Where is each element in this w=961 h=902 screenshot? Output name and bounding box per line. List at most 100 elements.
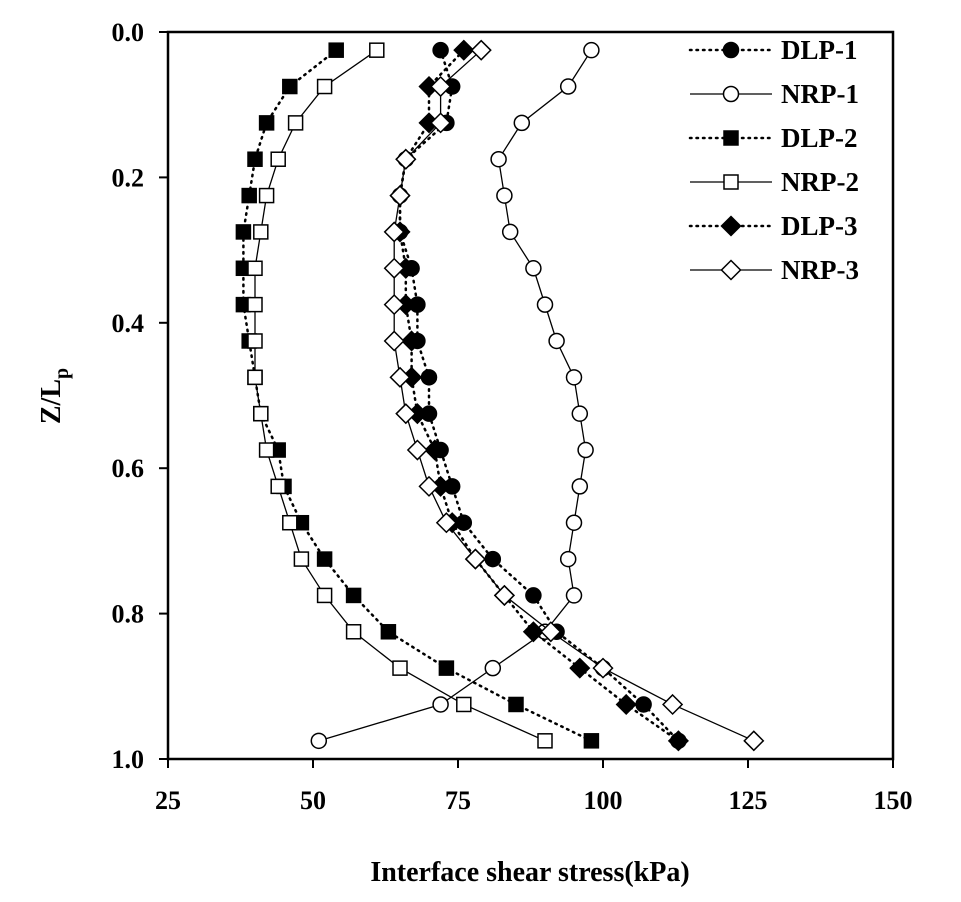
legend-item-dlp-3: DLP-3: [688, 211, 858, 241]
data-point-nrp-2: [253, 405, 269, 422]
data-point-nrp-1: [583, 41, 600, 59]
y-tick-label: 0.6: [112, 454, 145, 483]
data-point-nrp-2: [316, 587, 333, 604]
data-point-nrp-1: [432, 696, 449, 713]
data-point-nrp-3: [383, 257, 405, 279]
data-point-dlp-2: [235, 224, 252, 240]
legend-marker-nrp-1: [722, 85, 740, 103]
data-point-nrp-2: [316, 78, 333, 95]
series-dlp-1: [391, 41, 687, 750]
legend-marker-dlp-1: [722, 41, 740, 59]
data-point-dlp-2: [328, 42, 344, 58]
data-point-dlp-3: [615, 693, 637, 716]
x-tick-label: 50: [300, 786, 326, 815]
legend-label-dlp-1: DLP-1: [781, 35, 858, 65]
data-point-nrp-2: [345, 624, 362, 640]
data-point-dlp-3: [569, 657, 591, 679]
data-point-nrp-3: [662, 693, 684, 716]
data-point-nrp-1: [571, 405, 589, 422]
x-tick-label: 75: [445, 786, 471, 815]
data-point-dlp-2: [282, 78, 298, 95]
data-point-dlp-1: [525, 587, 542, 604]
data-point-nrp-3: [389, 185, 411, 207]
data-point-nrp-1: [559, 550, 577, 568]
data-point-nrp-3: [493, 584, 515, 606]
x-tick-label: 150: [874, 786, 913, 815]
data-point-nrp-3: [406, 439, 428, 461]
x-tick-label: 100: [584, 786, 623, 815]
data-point-nrp-2: [247, 333, 263, 349]
legend-label-dlp-3: DLP-3: [781, 211, 858, 241]
legend-item-nrp-2: NRP-2: [690, 167, 859, 197]
data-point-nrp-2: [392, 660, 408, 676]
legend-item-dlp-2: DLP-2: [688, 123, 858, 153]
data-point-nrp-3: [383, 294, 405, 316]
data-point-dlp-2: [583, 733, 600, 749]
data-point-nrp-2: [247, 296, 263, 313]
data-point-nrp-1: [484, 659, 502, 677]
data-point-nrp-3: [383, 221, 405, 243]
x-axis-title: Interface shear stress(kPa): [370, 857, 689, 888]
data-point-nrp-1: [565, 514, 583, 531]
legend-item-nrp-3: NRP-3: [690, 255, 859, 285]
series-line-nrp-3: [393, 49, 755, 742]
x-tick-label: 25: [155, 786, 181, 815]
series-nrp-3: [383, 39, 765, 752]
y-axis-title-subscript: p: [51, 368, 73, 379]
legend-label-dlp-2: DLP-2: [781, 123, 858, 153]
legend-marker-nrp-3: [720, 259, 742, 281]
data-point-nrp-3: [430, 112, 452, 134]
legend-label-nrp-1: NRP-1: [781, 79, 859, 109]
data-point-nrp-3: [743, 730, 765, 752]
series-dlp-3: [389, 39, 689, 752]
legend-item-nrp-1: NRP-1: [690, 79, 859, 109]
data-point-nrp-2: [270, 478, 286, 495]
data-point-dlp-2: [316, 551, 333, 567]
data-point-dlp-2: [380, 624, 397, 640]
data-point-nrp-2: [537, 733, 553, 749]
y-axis-title-main: Z/L: [36, 379, 67, 424]
y-tick-label: 0.4: [112, 309, 145, 338]
legend-marker-nrp-2: [723, 174, 739, 190]
data-point-nrp-2: [258, 442, 275, 458]
data-point-dlp-1: [484, 550, 502, 568]
series-nrp-1: [310, 41, 600, 750]
data-point-dlp-1: [420, 369, 438, 386]
data-point-nrp-2: [258, 187, 275, 204]
series-line-dlp-3: [398, 48, 680, 743]
data-point-dlp-3: [522, 621, 544, 643]
series-layer: [235, 39, 765, 752]
y-tick-label: 0.0: [112, 18, 145, 47]
y-tick-label: 1.0: [112, 745, 145, 774]
y-axis-ticks: 0.0 0.2 0.4 0.6 0.8 1.0: [112, 18, 168, 774]
data-point-nrp-3: [435, 512, 457, 534]
data-point-nrp-1: [565, 587, 583, 604]
data-point-dlp-2: [247, 151, 263, 167]
data-point-nrp-1: [548, 332, 565, 350]
data-point-nrp-3: [395, 403, 417, 425]
data-point-dlp-1: [635, 696, 652, 713]
data-point-nrp-3: [540, 621, 562, 643]
data-point-dlp-1: [432, 41, 449, 59]
data-point-nrp-3: [430, 75, 452, 98]
data-point-nrp-1: [513, 114, 531, 132]
data-point-dlp-3: [667, 730, 689, 752]
data-point-nrp-2: [270, 151, 286, 167]
data-point-dlp-2: [438, 660, 455, 676]
data-point-nrp-2: [456, 696, 472, 713]
data-point-nrp-1: [559, 78, 577, 95]
data-point-dlp-3: [401, 330, 423, 352]
x-tick-label: 125: [729, 786, 768, 815]
data-point-nrp-1: [536, 296, 554, 313]
legend-item-dlp-1: DLP-1: [688, 35, 858, 65]
data-point-nrp-3: [464, 548, 486, 570]
data-point-nrp-1: [571, 478, 589, 495]
legend: DLP-1 NRP-1 DLP-2 NRP-2 DLP-3 NRP-3: [688, 35, 859, 285]
data-point-nrp-3: [592, 657, 614, 679]
data-point-nrp-3: [418, 475, 440, 497]
series-nrp-2: [247, 42, 553, 749]
series-dlp-2: [235, 42, 600, 749]
data-point-nrp-1: [501, 223, 519, 241]
data-point-dlp-2: [508, 696, 524, 713]
